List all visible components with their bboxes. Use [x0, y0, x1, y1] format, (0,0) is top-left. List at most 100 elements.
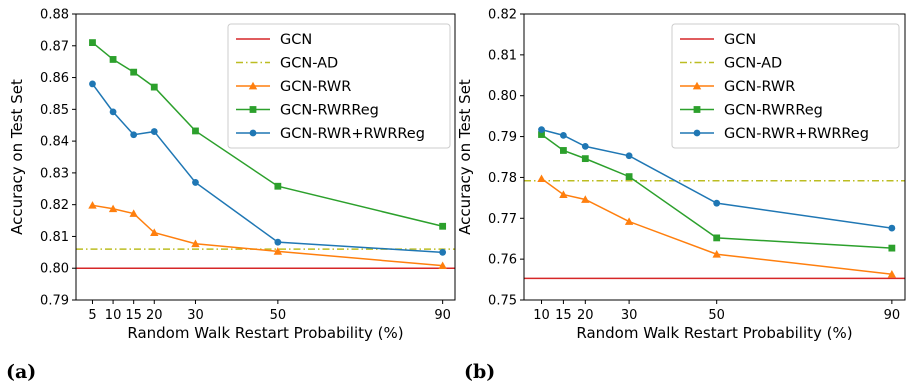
data-point: [713, 199, 721, 207]
legend-entry: GCN-RWR+RWRReg: [680, 126, 869, 142]
series-gcn-rwr-rwrreg: [89, 80, 447, 256]
chart-b: 0.75 0.76 0.77 0.78 0.79 0.80 0.81 0.82 10 15 20 30…: [456, 8, 906, 383]
legend: GCN GCN-AD GCN-RWR GCN-RWRReg GCN-RWR+RWRReg: [671, 23, 900, 149]
series-line: [541, 128, 892, 229]
data-point: [150, 228, 159, 236]
y-axis: 0.79 0.80 0.81 0.82 0.83 0.84 0.85 0.86 0.87 0.88: [40, 8, 76, 309]
data-point: [439, 248, 447, 256]
x-tick-label: 30: [621, 308, 638, 323]
data-point: [130, 131, 138, 139]
legend-entry: GCN: [680, 32, 756, 48]
data-point: [559, 190, 568, 198]
y-tick-label: 0.79: [40, 294, 69, 309]
data-point: [712, 250, 721, 258]
data-point: [581, 195, 590, 203]
legend-label: GCN-AD: [724, 56, 782, 72]
x-tick-label: 15: [125, 308, 142, 323]
legend-box: [671, 23, 900, 149]
data-point: [89, 39, 96, 46]
x-axis-label: Random Walk Restart Probability (%): [127, 324, 403, 342]
data-point: [130, 68, 138, 76]
x-tick-label: 90: [884, 308, 901, 323]
x-tick-label: 10: [105, 308, 122, 323]
y-tick-label: 0.84: [40, 135, 69, 150]
y-tick-label: 0.86: [40, 71, 69, 86]
y-tick-label: 0.88: [40, 8, 69, 23]
data-point: [191, 239, 200, 248]
data-point: [438, 261, 447, 270]
y-axis-label: Accuracy on Test Set: [8, 79, 26, 235]
y-tick-label: 0.82: [488, 8, 517, 23]
y-axis-label: Accuracy on Test Set: [456, 79, 474, 235]
legend-label: GCN-RWR+RWRReg: [280, 126, 425, 142]
data-point: [439, 222, 447, 230]
y-tick-label: 0.79: [488, 130, 517, 145]
y-tick-label: 0.77: [488, 212, 517, 227]
data-point: [538, 126, 545, 134]
data-point: [129, 209, 138, 217]
data-point: [560, 147, 567, 154]
legend-label: GCN-RWR: [280, 79, 351, 95]
series-gcn-rwr: [537, 174, 897, 278]
series-gcn-rwrreg: [538, 131, 896, 252]
legend-marker: [693, 106, 701, 113]
legend-marker: [248, 81, 258, 90]
data-point: [150, 83, 158, 91]
data-point: [625, 173, 633, 181]
legend-entry: GCN-AD: [236, 56, 338, 72]
data-point: [274, 238, 282, 246]
x-tick-label: 20: [577, 308, 594, 323]
x-tick-label: 20: [146, 308, 163, 323]
legend-label: GCN: [280, 32, 312, 48]
data-point: [108, 204, 118, 213]
data-point: [192, 127, 199, 135]
data-point: [713, 234, 721, 242]
data-point: [109, 108, 117, 116]
legend-marker: [249, 129, 257, 137]
legend-entry: GCN-RWR+RWRReg: [236, 126, 425, 142]
legend-entry: GCN-RWR: [680, 79, 795, 95]
legend-label: GCN-RWR: [724, 79, 795, 95]
x-tick-label: 10: [533, 308, 550, 323]
legend-marker: [693, 129, 701, 137]
x-tick-label: 90: [434, 308, 451, 323]
data-point: [109, 56, 117, 63]
y-tick-label: 0.87: [40, 39, 69, 54]
legend-label: GCN-AD: [280, 56, 338, 72]
data-point: [88, 201, 97, 209]
y-tick-label: 0.85: [40, 103, 69, 118]
y-tick-label: 0.75: [488, 294, 517, 309]
y-axis: 0.75 0.76 0.77 0.78 0.79 0.80 0.81 0.82: [488, 8, 524, 309]
plot-frame: [523, 13, 906, 301]
data-point: [888, 224, 896, 232]
legend-label: GCN: [724, 32, 756, 48]
series-gcn-rwr: [88, 201, 447, 270]
plot-frame: [75, 13, 456, 301]
y-tick-label: 0.78: [488, 171, 517, 186]
panel-label: (a): [6, 361, 36, 383]
x-tick-label: 50: [270, 308, 287, 323]
legend-label: GCN-RWRReg: [280, 103, 379, 119]
legend-box: [227, 23, 451, 149]
series-line: [541, 178, 892, 276]
data-point: [560, 131, 567, 139]
series-gcn-rwrreg: [89, 39, 447, 230]
legend-entry: GCN-RWRReg: [236, 103, 379, 119]
data-point: [888, 244, 896, 252]
legend-label: GCN-RWR+RWRReg: [724, 126, 869, 142]
data-point: [273, 247, 283, 255]
data-point: [581, 155, 589, 163]
x-tick-label: 5: [88, 308, 96, 323]
panel-label: (b): [464, 361, 495, 383]
data-point: [887, 270, 897, 278]
data-point: [89, 80, 96, 88]
x-axis: 10 15 20 30 50 90: [533, 300, 900, 323]
x-tick-label: 50: [708, 308, 725, 323]
series-gcn-rwr-rwrreg: [538, 126, 896, 232]
legend-entry: GCN-RWR: [236, 79, 351, 95]
y-tick-label: 0.82: [40, 198, 69, 213]
y-tick-label: 0.80: [488, 89, 517, 104]
legend-marker: [249, 106, 257, 113]
x-tick-label: 15: [555, 308, 572, 323]
